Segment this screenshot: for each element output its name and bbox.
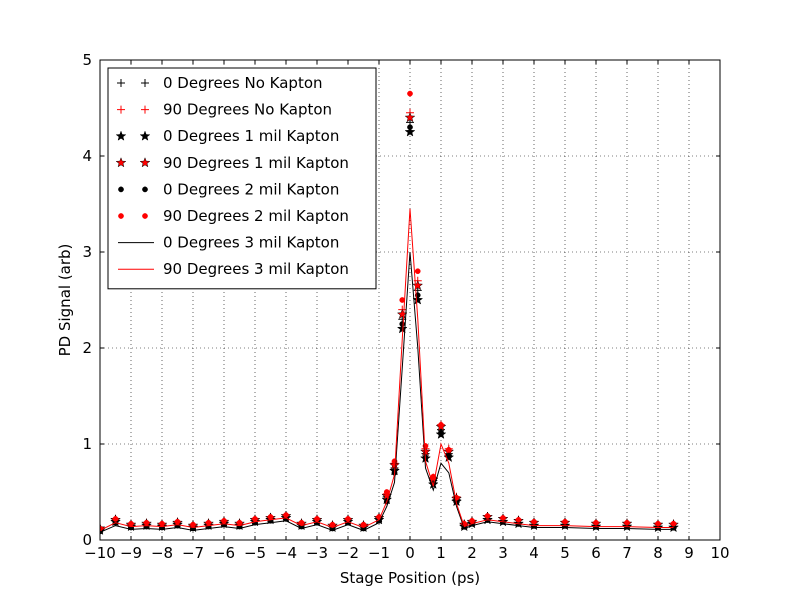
data-point [128, 520, 134, 527]
data-point [252, 516, 258, 522]
legend-marker [141, 79, 149, 87]
data-point [283, 512, 289, 518]
x-tick-label: −2 [337, 544, 359, 562]
x-tick-label: −4 [275, 544, 297, 562]
data-point [562, 518, 568, 525]
y-tick-label: 3 [82, 243, 92, 261]
legend-marker [115, 130, 127, 141]
data-point [670, 520, 677, 527]
data-point [399, 321, 406, 327]
legend-label: 0 Degrees 1 mil Kapton [163, 127, 339, 145]
x-tick-label: 3 [498, 544, 508, 562]
series-6 [100, 251, 674, 533]
x-tick-label: −1 [368, 544, 390, 562]
legend-marker [139, 157, 151, 168]
x-tick-label: −7 [182, 544, 204, 562]
x-tick-label: 0 [405, 544, 415, 562]
x-tick-label: 1 [436, 544, 446, 562]
y-tick-label: 1 [82, 435, 92, 453]
legend: 0 Degrees No Kapton 90 Degrees No Kapton 0… [107, 67, 377, 290]
legend-label: 90 Degrees 1 mil Kapton [163, 154, 349, 172]
x-tick-label: −6 [213, 544, 235, 562]
legend-label: 90 Degrees 3 mil Kapton [163, 260, 349, 278]
legend-label: 0 Degrees 3 mil Kapton [163, 234, 339, 252]
data-point [143, 519, 150, 526]
legend-label: 90 Degrees No Kapton [163, 101, 332, 119]
x-tick-label: 8 [653, 544, 663, 562]
legend-marker [142, 213, 148, 219]
legend-marker [142, 186, 148, 193]
series-7 [100, 208, 674, 531]
legend-label: 0 Degrees 2 mil Kapton [163, 180, 339, 198]
legend-marker [118, 186, 124, 193]
data-point [221, 517, 227, 524]
data-point [412, 279, 424, 291]
x-tick-label: −9 [120, 544, 142, 562]
data-point [531, 518, 537, 525]
x-tick-label: 7 [622, 544, 632, 562]
legend-marker [115, 157, 127, 168]
series-line [100, 251, 674, 533]
data-point [267, 514, 274, 520]
y-tick-label: 0 [82, 531, 92, 549]
legend-marker [117, 79, 125, 87]
y-tick-label: 5 [82, 51, 92, 69]
x-tick-label: −3 [306, 544, 328, 562]
data-point [407, 124, 413, 131]
x-tick-label: 2 [467, 544, 477, 562]
data-point [593, 519, 599, 526]
data-point [190, 521, 196, 528]
data-point [404, 126, 416, 137]
y-tick-label: 4 [82, 147, 92, 165]
legend-label: 0 Degrees No Kapton [163, 74, 323, 92]
data-point [438, 429, 444, 436]
x-tick-label: 5 [560, 544, 570, 562]
data-point [205, 519, 212, 526]
legend-label: 90 Degrees 2 mil Kapton [163, 207, 349, 225]
data-point [159, 520, 165, 527]
data-point [112, 516, 119, 522]
data-point [655, 520, 661, 527]
data-point [407, 90, 413, 97]
plot-area [100, 90, 679, 535]
legend-marker [141, 105, 149, 114]
data-point [469, 517, 475, 524]
x-tick-label: 10 [710, 544, 729, 562]
data-point [484, 513, 491, 519]
x-tick-label: 9 [684, 544, 694, 562]
series-line [100, 208, 674, 531]
y-axis-label: PD Signal (arb) [56, 244, 74, 357]
x-tick-label: −5 [244, 544, 266, 562]
data-point [314, 516, 320, 522]
x-tick-label: 6 [591, 544, 601, 562]
x-tick-label: 4 [529, 544, 539, 562]
legend-box [107, 67, 377, 290]
y-tick-label: 2 [82, 339, 92, 357]
data-point [500, 515, 506, 521]
legend-marker [118, 213, 124, 219]
data-point [404, 111, 416, 123]
data-point [345, 516, 351, 522]
data-point [236, 519, 243, 526]
x-axis-label: Stage Position (ps) [340, 569, 480, 587]
data-point [174, 518, 181, 525]
legend-marker [117, 105, 125, 114]
x-tick-label: −8 [151, 544, 173, 562]
data-point [624, 519, 630, 526]
data-point [414, 268, 421, 275]
data-point [438, 421, 444, 428]
ticks [99, 59, 721, 541]
legend-marker [139, 130, 151, 141]
data-point [515, 516, 522, 523]
x-tick-label: −10 [84, 544, 116, 562]
data-point [445, 446, 452, 453]
